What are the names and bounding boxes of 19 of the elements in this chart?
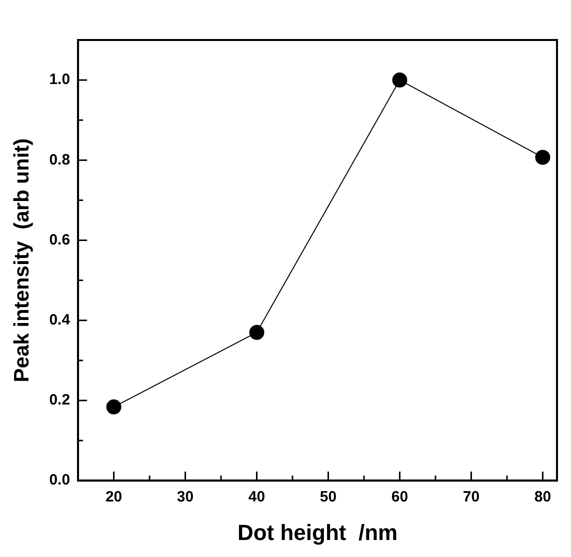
x-tick-label: 60 [391,488,408,506]
y-tick-label: 1.0 [49,71,70,88]
y-axis-title: Peak intensity (arb unit) [10,138,34,382]
y-tick-label: 0.2 [49,392,70,409]
point [249,324,264,340]
y-tick-label: 0.4 [49,312,71,329]
y-tick-label: 0.6 [49,231,70,248]
y-tick-label: 0.0 [49,472,70,489]
y-tick-label: 0.8 [49,151,70,168]
x-axis-title: Dot height /nm [237,520,398,545]
point [106,399,122,414]
x-tick-label: 30 [176,488,194,506]
x-tick-label: 40 [248,488,266,506]
x-tick-label: 50 [320,488,337,506]
x-tick-label: 20 [105,488,122,506]
x-tick-label: 80 [534,488,552,506]
point [392,72,408,88]
x-tick-label: 70 [462,488,480,506]
point [535,150,550,165]
